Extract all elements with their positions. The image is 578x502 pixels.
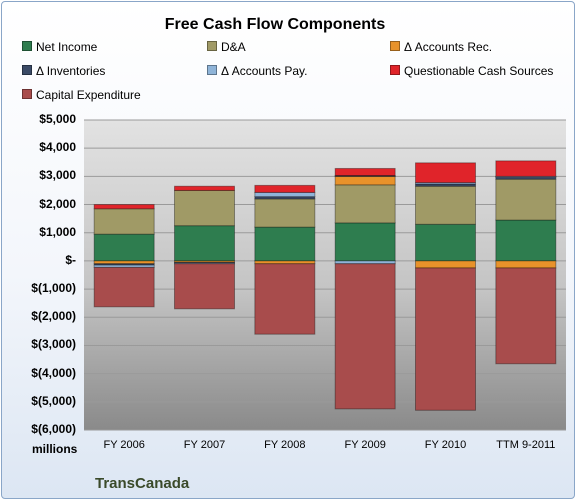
bar-segment	[495, 260, 557, 269]
bar-segment	[93, 266, 155, 308]
bar-segment	[334, 222, 396, 262]
bar-segment	[495, 178, 557, 221]
legend-label: Δ Accounts Pay.	[221, 64, 308, 78]
bar-segment	[174, 189, 235, 227]
bar-segment	[174, 185, 235, 191]
y-tick-label: $(3,000)	[31, 337, 76, 352]
x-tick-label: TTM 9-2011	[496, 439, 555, 451]
legend-item: Questionable Cash Sources	[390, 64, 553, 78]
bar-segment	[93, 204, 155, 210]
bar-segment	[174, 263, 235, 310]
bar-segment	[174, 225, 235, 262]
y-tick-label: $-	[65, 252, 76, 267]
y-tick-label: $(6,000)	[31, 422, 76, 436]
legend-item: Capital Expenditure	[22, 88, 141, 102]
x-tick-label: FY 2010	[425, 439, 466, 451]
legend-item: Net Income	[22, 40, 97, 54]
y-tick-label: $(1,000)	[31, 281, 76, 296]
bar-segment	[415, 260, 476, 269]
y-tick-label: $(2,000)	[31, 309, 76, 324]
legend-label: Capital Expenditure	[36, 88, 141, 102]
x-tick-label: FY 2009	[344, 439, 385, 451]
legend-label: Net Income	[36, 40, 98, 54]
company-name: TransCanada	[95, 475, 190, 492]
bar-segment	[415, 223, 476, 262]
legend-item: Δ Inventories	[22, 64, 105, 78]
legend-label: Questionable Cash Sources	[404, 64, 554, 78]
bar-segment	[93, 208, 155, 235]
legend-item: D&A	[207, 40, 246, 54]
legend-swatch	[22, 41, 32, 51]
plot-area	[84, 120, 566, 430]
bar-segment	[415, 185, 476, 225]
y-tick-label: $3,000	[39, 168, 76, 183]
y-tick-label: $5,000	[39, 112, 76, 126]
bar-segment	[415, 183, 476, 187]
bar-segment	[254, 263, 316, 335]
bar-segment	[254, 184, 316, 193]
units-label: millions	[32, 442, 78, 456]
legend-swatch	[22, 65, 32, 75]
bars	[93, 160, 557, 411]
bar-segment	[334, 167, 396, 177]
y-tick-label: $2,000	[39, 196, 76, 211]
y-tick-label: $(5,000)	[31, 393, 76, 408]
x-tick-label: FY 2008	[264, 439, 305, 451]
y-tick-label: $(4,000)	[31, 365, 76, 380]
y-tick-label: $1,000	[39, 224, 76, 239]
bar-segment	[93, 233, 155, 262]
bar-segment	[495, 267, 557, 365]
y-tick-label: $4,000	[39, 140, 76, 155]
x-axis-labels: FY 2006 FY 2007 FY 2008 FY 2009 FY 2010 TTM 9…	[103, 439, 555, 451]
bar-segment	[415, 267, 476, 411]
legend-label: D&A	[221, 40, 246, 54]
bar-segment	[415, 162, 476, 184]
legend-swatch	[207, 65, 217, 75]
legend-swatch	[207, 41, 217, 51]
bar-segment	[334, 175, 396, 186]
legend-item: Δ Accounts Pay.	[207, 64, 308, 78]
bar-segment	[334, 263, 396, 410]
x-tick-label: FY 2007	[184, 439, 225, 451]
bar-segment	[495, 160, 557, 177]
gridlines	[84, 119, 566, 431]
bar-segment	[254, 191, 316, 198]
x-tick-label: FY 2006	[103, 439, 144, 451]
legend-label: Δ Accounts Rec.	[404, 40, 493, 54]
legend-item: Δ Accounts Rec.	[390, 40, 492, 54]
legend-label: Δ Inventories	[36, 64, 106, 78]
legend-swatch	[390, 41, 400, 51]
bar-segment	[334, 184, 396, 224]
bar-segment	[254, 198, 316, 228]
legend-swatch	[390, 65, 400, 75]
bar-segment	[254, 226, 316, 262]
legend-swatch	[22, 89, 32, 99]
chart-title: Free Cash Flow Components	[164, 16, 386, 33]
bar-segment	[495, 219, 557, 262]
